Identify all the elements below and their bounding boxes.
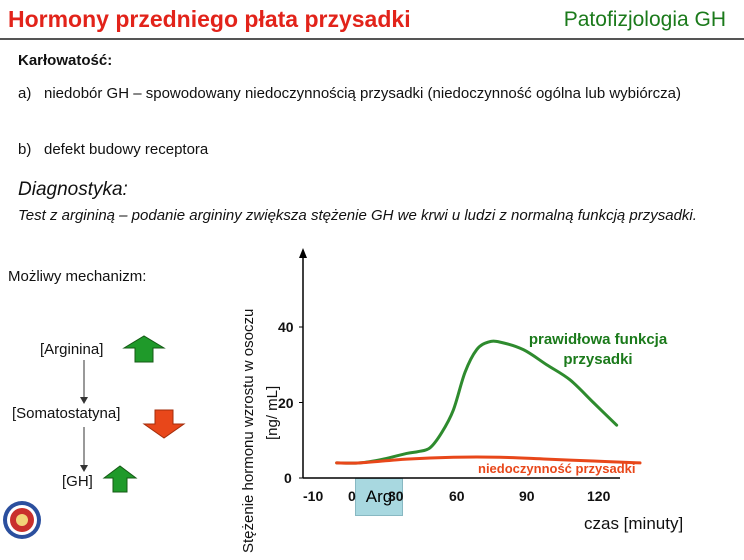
x-tick-label: 0 [348, 488, 356, 504]
x-tick-label: -10 [303, 488, 324, 504]
list-marker: b) [18, 141, 32, 158]
slide-title: Hormony przedniego płata przysadki [8, 6, 411, 32]
up-arrow-icon [102, 465, 138, 493]
header-divider [0, 38, 744, 40]
list-item-text: defekt budowy receptora [44, 141, 209, 158]
mechanism-heading: Możliwy mechanizm: [8, 268, 147, 285]
down-arrow-icon [142, 409, 186, 439]
normal-function-series-line [335, 339, 619, 465]
x-tick-label: 60 [449, 488, 465, 504]
normal-series-label: prawidłowa funkcja przysadki [528, 331, 668, 368]
gh-label: [GH] [62, 473, 93, 490]
connector-arrowhead [80, 397, 88, 404]
chart-y-axis-arrowhead [299, 248, 307, 258]
karlowatosc-heading: Karłowatość: [18, 52, 113, 69]
somatostatyna-label: [Somatostatyna] [12, 405, 121, 422]
up-arrow-icon [122, 335, 166, 363]
x-tick-label: 90 [519, 488, 535, 504]
y-tick-label: 40 [278, 319, 294, 335]
university-seal-logo [3, 501, 41, 539]
diagnostyka-heading: Diagnostyka: [18, 179, 128, 200]
arg-stimulus-label: Arg [365, 487, 393, 506]
subject-label: Patofizjologia GH [563, 8, 726, 31]
connector-arrowhead [80, 465, 88, 472]
x-tick-label: 120 [587, 488, 611, 504]
list-marker: a) [18, 85, 32, 102]
diagnostyka-text: Test z argininą – podanie argininy zwięk… [18, 207, 697, 224]
y-tick-label: 20 [278, 395, 294, 411]
list-item-text: niedobór GH – spowodowany niedoczynności… [44, 85, 682, 102]
arginina-label: [Arginina] [40, 341, 104, 358]
list-item: b) defekt budowy receptora [18, 140, 718, 162]
chart-x-axis-label: czas [minuty] [584, 514, 684, 533]
y-tick-label: 0 [284, 470, 292, 486]
list-item: a) niedobór GH – spowodowany niedoczynno… [18, 84, 718, 126]
deficiency-series-line [335, 455, 642, 465]
x-tick-label: 30 [388, 488, 404, 504]
deficient-series-label: niedoczynność przysadki [478, 461, 636, 476]
